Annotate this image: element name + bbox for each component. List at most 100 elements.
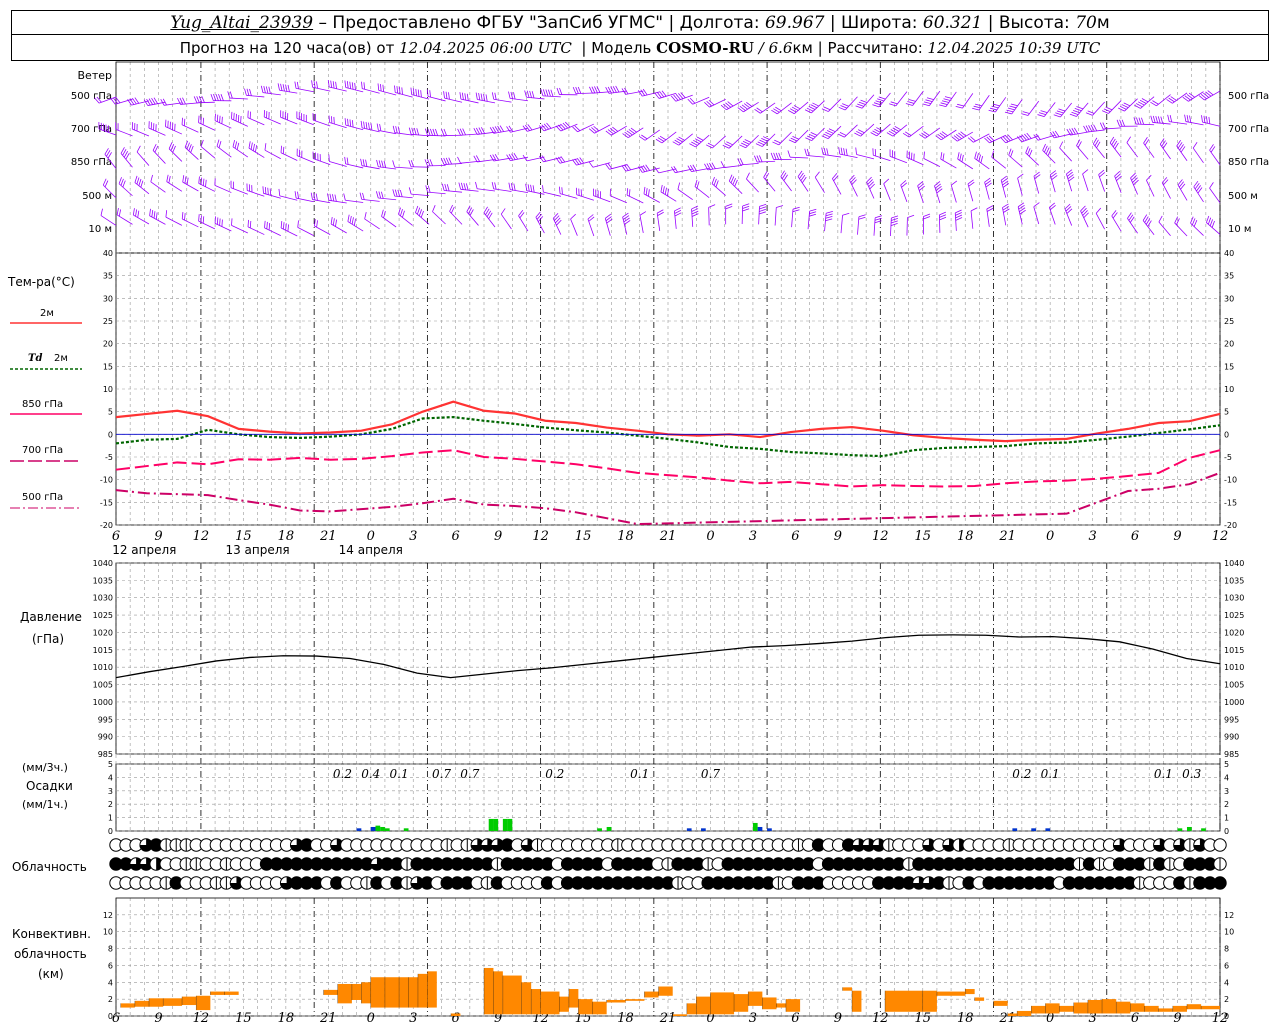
wind-barb-feather (537, 216, 544, 222)
cloud-fraction-fill (491, 838, 504, 852)
wind-barb-staff (876, 123, 891, 137)
wind-barb-feather (670, 95, 677, 102)
wind-barb (1025, 146, 1040, 166)
wind-barb (177, 97, 199, 105)
wind-barb-feather (383, 160, 387, 168)
wind-barb (1004, 99, 1023, 115)
wind-barb-staff (861, 94, 875, 109)
precip-bar (1201, 828, 1206, 831)
wind-barb-feather (691, 208, 699, 212)
wind-barb-feather (967, 137, 974, 143)
wind-barb (849, 174, 858, 197)
wind-barb-feather (136, 177, 140, 185)
wind-barb-feather (122, 180, 126, 188)
wind-barb (278, 188, 298, 201)
wind-barb-staff (692, 96, 710, 105)
convective-cloud-block (568, 989, 579, 1008)
wind-barb (691, 205, 699, 227)
wind-barb (728, 174, 743, 194)
wind-barb-staff (394, 166, 413, 169)
wind-barb-feather (890, 220, 898, 224)
wind-barb-feather (1155, 116, 1159, 124)
wind-barb-feather (877, 98, 884, 102)
precip-tick-label-right: 4 (1224, 773, 1229, 782)
wind-barb (1174, 216, 1188, 237)
precip-3h-label: 0.1 (1154, 767, 1173, 781)
convective-cloud-block (484, 967, 494, 1015)
wind-barb-feather (624, 220, 631, 225)
wind-barb-feather (858, 101, 866, 105)
wind-barb-staff (995, 97, 1007, 113)
wind-barb-feather (588, 161, 594, 168)
wind-barb-feather (591, 86, 596, 94)
wind-barb-feather (494, 182, 497, 190)
pressure-title: Давление (20, 610, 82, 624)
wind-barb (426, 89, 446, 102)
wind-barb-feather (202, 216, 205, 224)
wind-barb-feather (1193, 180, 1199, 188)
conv-tick-label-right: 2 (1224, 995, 1229, 1004)
wind-barb-feather (791, 106, 799, 111)
temp-x-tick-label: 15 (235, 529, 252, 544)
wind-barb-feather (1209, 182, 1214, 189)
wind-barb-feather (1003, 208, 1010, 213)
model-name: COSMO-RU (656, 38, 755, 57)
wind-barb (262, 186, 281, 199)
wind-barb-feather (1066, 128, 1071, 136)
wind-barb-feather (182, 175, 185, 183)
wind-barb-feather (900, 180, 907, 186)
wind-barb-staff (411, 133, 430, 137)
temp-x-tick-label: 6 (791, 529, 799, 544)
wind-barb (330, 217, 347, 234)
wind-barb-feather (532, 185, 535, 193)
wind-barb-feather (723, 103, 729, 109)
wind-barb-feather (555, 157, 561, 164)
wind-barb-feather (1206, 116, 1208, 124)
wind-barb (753, 155, 776, 163)
wind-barb-feather (457, 156, 461, 164)
wind-barb-feather (489, 154, 495, 162)
wind-barb-staff (295, 88, 314, 93)
wind-barb-feather (363, 121, 365, 129)
wind-barb-staff (483, 212, 496, 228)
wind-barb-feather (424, 159, 428, 166)
wind-barb (408, 127, 430, 137)
wind-barb (838, 96, 858, 111)
wind-barb-feather (1074, 108, 1082, 112)
wind-barb (1209, 182, 1221, 204)
wind-barb-feather (146, 98, 151, 106)
wind-barb-staff (728, 180, 743, 194)
wind-barb-staff (1192, 147, 1204, 164)
wind-barb-feather (351, 217, 354, 225)
wind-barb-feather (855, 105, 863, 109)
wind-barb-feather (381, 191, 384, 199)
wind-barb-feather (790, 137, 798, 142)
wind-barb-feather (680, 92, 686, 99)
wind-barb (656, 209, 664, 232)
wind-barb (1080, 205, 1089, 228)
wind-barb (588, 161, 611, 168)
temp-x-tick-label: 12 (1212, 529, 1229, 544)
cloud-fraction-fill (922, 838, 936, 852)
wind-barb-staff (1146, 180, 1155, 197)
wind-barb-staff (230, 187, 248, 195)
wind-barb-feather (529, 90, 532, 98)
wind-barb-feather (463, 182, 467, 190)
convective-cloud-block (1102, 999, 1117, 1014)
wind-barb-feather (1082, 169, 1089, 175)
wind-barb-feather (110, 98, 116, 105)
precip-bar (1186, 826, 1192, 831)
wind-barb-feather (360, 120, 363, 128)
wind-barb-feather (874, 128, 881, 133)
wind-barb-staff (622, 216, 628, 235)
wind-barb-feather (1131, 175, 1137, 181)
wind-barb-feather (247, 219, 249, 227)
wind-barb (198, 176, 216, 192)
wind-barb (327, 193, 347, 204)
wind-barb-feather (622, 133, 629, 139)
pressure-tick-label-right: 985 (1224, 750, 1239, 759)
wind-barb-feather (287, 84, 290, 92)
wind-barb-feather (1132, 177, 1138, 183)
wind-barb-feather (825, 131, 832, 136)
wind-barb-staff (1130, 177, 1138, 195)
